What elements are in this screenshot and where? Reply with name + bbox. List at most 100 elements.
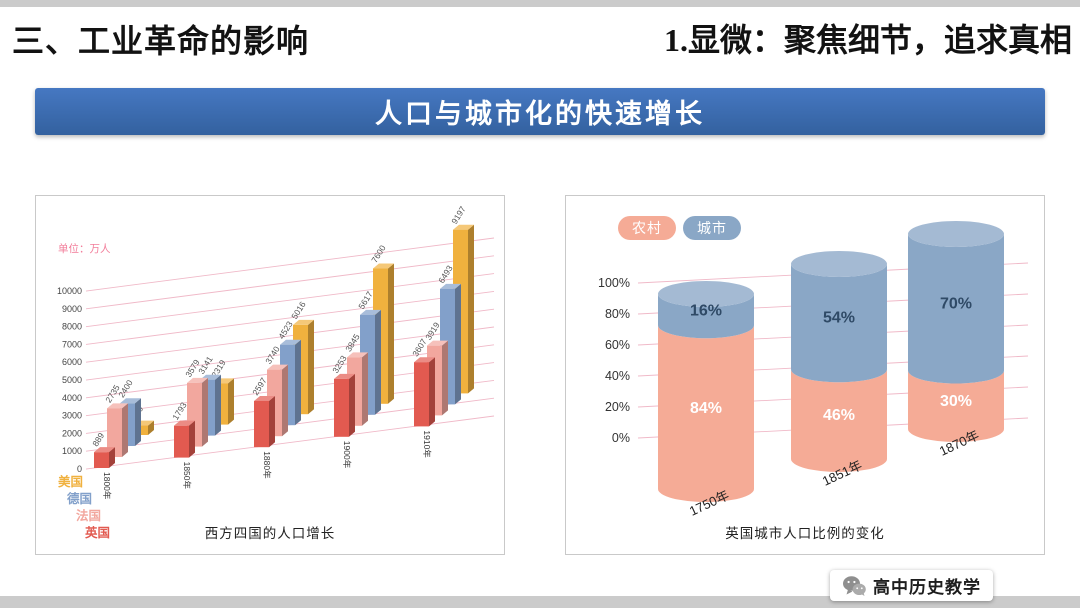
bar-top-face bbox=[427, 340, 448, 346]
bar-side-face bbox=[362, 352, 368, 426]
bar-side-face bbox=[228, 378, 234, 425]
rural-segment bbox=[791, 369, 887, 472]
bar-top-face bbox=[347, 352, 368, 358]
rural-pct-label: 30% bbox=[940, 393, 972, 410]
y-tick-label: 4000 bbox=[62, 393, 82, 403]
bar-side-face bbox=[295, 339, 301, 426]
bar-side-face bbox=[468, 224, 474, 394]
legend-urban: 城市 bbox=[683, 216, 741, 240]
x-category-label: 1910年 bbox=[422, 430, 432, 458]
bar bbox=[254, 400, 269, 448]
bar-top-face bbox=[334, 373, 355, 379]
watermark: 高中历史教学 bbox=[830, 570, 993, 601]
series-label: 德国 bbox=[67, 491, 92, 506]
series-label: 法国 bbox=[76, 508, 101, 523]
bar-side-face bbox=[215, 374, 221, 436]
y-tick-label: 5000 bbox=[62, 375, 82, 385]
rural-segment bbox=[658, 325, 754, 502]
bar-side-face bbox=[429, 357, 435, 427]
unit-label: 单位：万人 bbox=[58, 242, 111, 255]
bar-value-label: 3607 bbox=[410, 337, 429, 359]
bottom-border-strip bbox=[0, 596, 1080, 608]
bar bbox=[334, 378, 349, 437]
gridline bbox=[85, 255, 495, 310]
bar bbox=[174, 425, 189, 458]
y-tick-label: 60% bbox=[605, 338, 630, 352]
left-chart-caption: 西方四国的人口增长 bbox=[204, 526, 336, 541]
urban-segment bbox=[658, 294, 754, 339]
bar-top-face bbox=[187, 377, 208, 383]
bar-value-label: 6493 bbox=[436, 263, 455, 285]
bar-side-face bbox=[202, 377, 208, 447]
bar-top-face bbox=[174, 420, 195, 426]
gridline bbox=[85, 308, 495, 363]
y-tick-label: 20% bbox=[605, 400, 630, 414]
x-category-label: 1880年 bbox=[262, 451, 272, 479]
bar-top-face bbox=[120, 398, 141, 404]
y-tick-label: 9000 bbox=[62, 304, 82, 314]
bar-value-label: 889 bbox=[90, 431, 106, 449]
bar-side-face bbox=[122, 403, 128, 457]
y-tick-label: 10000 bbox=[57, 286, 82, 296]
x-category-label: 1850年 bbox=[182, 462, 192, 490]
urbanization-chart: 0%20%40%60%80%100%16%84%1750年54%46%1851年… bbox=[598, 221, 1029, 519]
rural-pct-label: 84% bbox=[690, 400, 722, 417]
column-top-cap bbox=[658, 281, 754, 307]
bar-value-label: 7600 bbox=[369, 243, 388, 265]
gridline bbox=[85, 237, 495, 292]
column-top-cap bbox=[908, 221, 1004, 247]
bar-top-face bbox=[267, 364, 288, 370]
urbanization-chart-panel: 农村 城市 0% 20% 40% 60% 80% 100% 16% 84% 1750年 54% 46… bbox=[565, 195, 1045, 555]
section-title: 三、工业革命的影响 bbox=[12, 23, 310, 59]
bar-side-face bbox=[455, 283, 461, 405]
bar-top-face bbox=[280, 339, 301, 345]
column-top-cap bbox=[791, 251, 887, 277]
bar-side-face bbox=[308, 319, 314, 415]
y-tick-label: 7000 bbox=[62, 339, 82, 349]
bar-top-face bbox=[440, 283, 461, 289]
wechat-icon bbox=[843, 575, 866, 596]
y-tick-label: 2000 bbox=[62, 428, 82, 438]
bar-side-face bbox=[135, 398, 141, 446]
bar-value-label: 1793 bbox=[170, 400, 189, 422]
y-tick-label: 80% bbox=[605, 307, 630, 321]
gridline bbox=[85, 273, 495, 328]
y-tick-label: 100% bbox=[598, 276, 630, 290]
population-growth-chart: 0 1000 2000 3000 4000 5000 6000 7000 8000 9000 100… bbox=[57, 204, 495, 540]
y-tick-label: 6000 bbox=[62, 357, 82, 367]
y-tick-label: 40% bbox=[605, 369, 630, 383]
y-tick-label: 0% bbox=[612, 431, 630, 445]
bar-side-face bbox=[388, 263, 394, 404]
bar-side-face bbox=[109, 447, 115, 468]
bar-value-label: 3919 bbox=[423, 320, 442, 342]
bar-side-face bbox=[148, 420, 154, 435]
bar-top-face bbox=[293, 319, 314, 325]
bar-value-label: 4523 bbox=[276, 319, 295, 341]
bar-side-face bbox=[442, 340, 448, 416]
x-category-label: 1900年 bbox=[342, 441, 352, 469]
bar-value-label: 3845 bbox=[343, 332, 362, 354]
bar bbox=[94, 452, 109, 468]
bar bbox=[107, 408, 122, 457]
rural-pct-label: 46% bbox=[823, 407, 855, 424]
urban-pct-label: 54% bbox=[823, 310, 855, 327]
subsection-title: 1.显微：聚焦细节，追求真相 bbox=[663, 22, 1072, 58]
gridline bbox=[85, 290, 495, 345]
series-label: 美国 bbox=[58, 474, 83, 489]
urban-segment bbox=[791, 264, 887, 383]
legend-rural: 农村 bbox=[618, 216, 676, 240]
bar-value-label: 9197 bbox=[449, 204, 468, 226]
urban-pct-label: 70% bbox=[940, 295, 972, 312]
y-tick-label: 1000 bbox=[62, 446, 82, 456]
bar-top-face bbox=[373, 263, 394, 269]
bar-side-face bbox=[189, 420, 195, 458]
bar-top-face bbox=[414, 357, 435, 363]
y-tick-label: 3000 bbox=[62, 411, 82, 421]
bar-top-face bbox=[360, 309, 381, 315]
bar-top-face bbox=[254, 395, 275, 401]
bar-top-face bbox=[94, 447, 115, 453]
bar bbox=[414, 362, 429, 427]
banner: 人口与城市化的快速增长 bbox=[35, 88, 1045, 135]
bar-value-label: 5016 bbox=[289, 299, 308, 321]
